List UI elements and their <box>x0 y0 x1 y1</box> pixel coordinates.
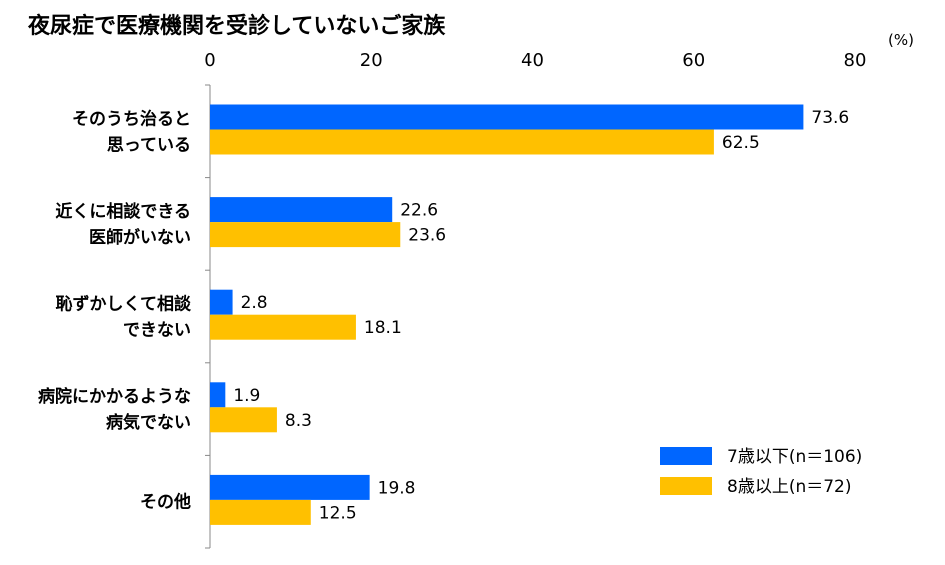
category-label: その他 <box>140 492 191 513</box>
value-label: 19.8 <box>378 478 416 498</box>
unit-label: (%) <box>888 31 914 49</box>
bar-under7 <box>210 197 393 223</box>
bar-over8 <box>210 499 311 525</box>
bar-under7 <box>210 474 370 500</box>
bars: 73.6 22.6 2.8 1.9 19.8 62.5 23.6 18.1 8.3 12.5 <box>210 104 849 525</box>
category-label: そのうち治ると <box>72 108 191 129</box>
bar-under7 <box>210 382 226 408</box>
legend-label: 8歳以上(n＝72) <box>727 477 852 497</box>
bar-under7 <box>210 289 233 315</box>
bar-over8 <box>210 222 401 248</box>
category-label: 思っている <box>107 135 191 155</box>
x-tick-label: 80 <box>844 50 867 71</box>
bar-under7 <box>210 104 804 130</box>
value-label: 62.5 <box>722 133 760 153</box>
value-label: 12.5 <box>319 503 357 523</box>
bar-over8 <box>210 407 277 433</box>
value-label: 23.6 <box>408 226 446 246</box>
value-label: 22.6 <box>400 201 438 221</box>
value-label: 8.3 <box>285 411 312 431</box>
category-label: 近くに相談できる <box>55 201 191 222</box>
legend-swatch <box>660 447 712 465</box>
legend: 7歳以下(n＝106) 8歳以上(n＝72) <box>660 447 862 497</box>
value-label: 2.8 <box>241 293 268 313</box>
value-label: 73.6 <box>811 108 849 128</box>
x-tick-label: 40 <box>521 50 544 71</box>
bar-over8 <box>210 314 356 340</box>
legend-swatch <box>660 477 712 495</box>
category-label: 病気でない <box>106 412 191 433</box>
x-tick-label: 20 <box>360 50 383 71</box>
category-label: 恥ずかしくて相談 <box>56 294 192 315</box>
bar-over8 <box>210 129 714 155</box>
x-tick-label: 60 <box>682 50 705 71</box>
category-label: できない <box>123 321 191 341</box>
category-label: 医師がいない <box>89 227 191 248</box>
x-tick-label: 0 <box>204 50 215 71</box>
category-label: 病院にかかるような <box>38 386 191 407</box>
value-label: 18.1 <box>364 318 402 338</box>
value-label: 1.9 <box>233 386 260 406</box>
legend-label: 7歳以下(n＝106) <box>727 447 862 467</box>
axes: 0 20 40 60 80 そのうち治ると思っている近くに相談できる医師がいない恥ずかしく… <box>38 50 867 549</box>
chart-title: 夜尿症で医療機関を受診していないご家族 <box>27 13 446 39</box>
